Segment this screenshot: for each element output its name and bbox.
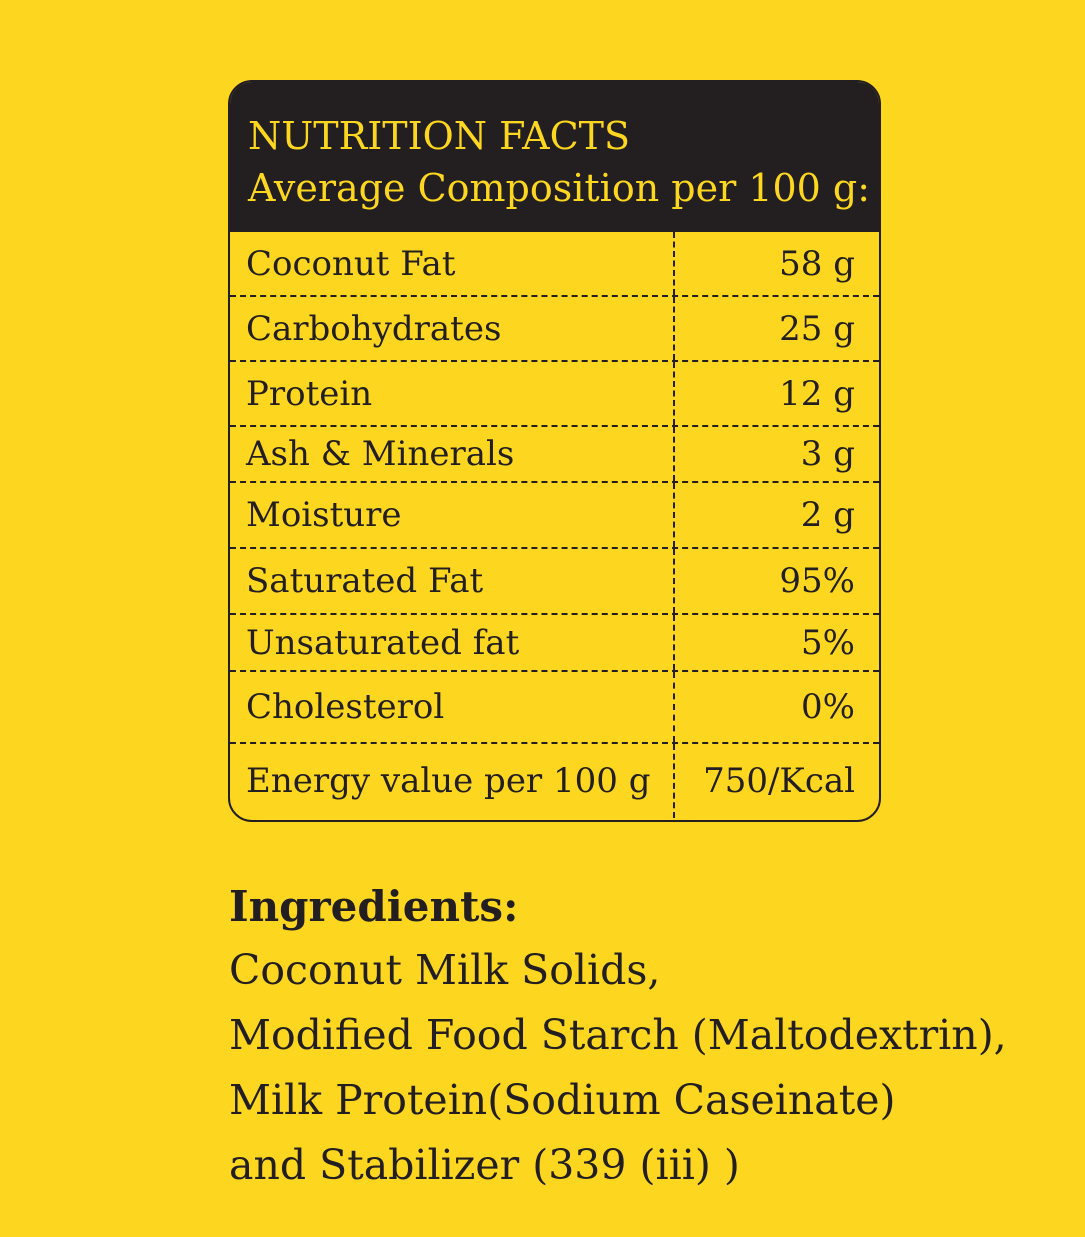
nutrient-name: Moisture <box>230 483 675 547</box>
nutrition-row: Ash & Minerals 3 g <box>230 427 879 483</box>
nutrient-value: 58 g <box>779 243 855 284</box>
nutrition-row: Protein 12 g <box>230 362 879 427</box>
ingredients-section: Ingredients: Coconut Milk Solids, Modifi… <box>229 876 1069 1198</box>
nutrient-value: 3 g <box>800 434 855 474</box>
nutrient-value: 0% <box>801 687 855 727</box>
nutrient-name: Protein <box>230 362 675 425</box>
nutrition-row: Coconut Fat 58 g <box>230 232 879 297</box>
nutrition-row: Energy value per 100 g 750/Kcal <box>230 744 879 818</box>
nutrition-facts-panel: NUTRITION FACTS Average Composition per … <box>228 80 881 822</box>
nutrition-row: Carbohydrates 25 g <box>230 297 879 362</box>
ingredient-line: Modified Food Starch (Maltodextrin), <box>229 1011 1007 1059</box>
nutrient-name: Carbohydrates <box>230 297 675 360</box>
nutrient-name: Energy value per 100 g <box>230 744 675 818</box>
ingredient-line: Coconut Milk Solids, <box>229 946 661 994</box>
nutrient-name: Ash & Minerals <box>230 427 675 481</box>
nutrient-name: Cholesterol <box>230 672 675 742</box>
nutrition-row: Unsaturated fat 5% <box>230 615 879 672</box>
nutrient-value: 95% <box>779 561 855 601</box>
nutrient-value: 5% <box>801 622 855 663</box>
nutrient-value: 25 g <box>779 308 855 349</box>
nutrition-row: Moisture 2 g <box>230 483 879 549</box>
nutrient-name: Saturated Fat <box>230 549 675 613</box>
ingredient-line: Milk Protein(Sodium Caseinate) <box>229 1076 896 1124</box>
nutrition-header: NUTRITION FACTS Average Composition per … <box>230 82 879 232</box>
nutrition-subtitle: Average Composition per 100 g: <box>248 166 871 210</box>
nutrient-name: Coconut Fat <box>230 232 675 295</box>
nutrient-name: Unsaturated fat <box>230 615 675 670</box>
nutrient-value: 2 g <box>800 495 855 535</box>
ingredients-heading: Ingredients: <box>229 882 519 931</box>
nutrition-row: Cholesterol 0% <box>230 672 879 744</box>
nutrient-value: 750/Kcal <box>703 761 855 801</box>
nutrient-value: 12 g <box>779 373 855 414</box>
nutrition-row: Saturated Fat 95% <box>230 549 879 615</box>
nutrition-title: NUTRITION FACTS <box>248 114 631 158</box>
ingredient-line: and Stabilizer (339 (iii) ) <box>229 1141 740 1189</box>
nutrition-table: Coconut Fat 58 g Carbohydrates 25 g Prot… <box>230 232 879 818</box>
